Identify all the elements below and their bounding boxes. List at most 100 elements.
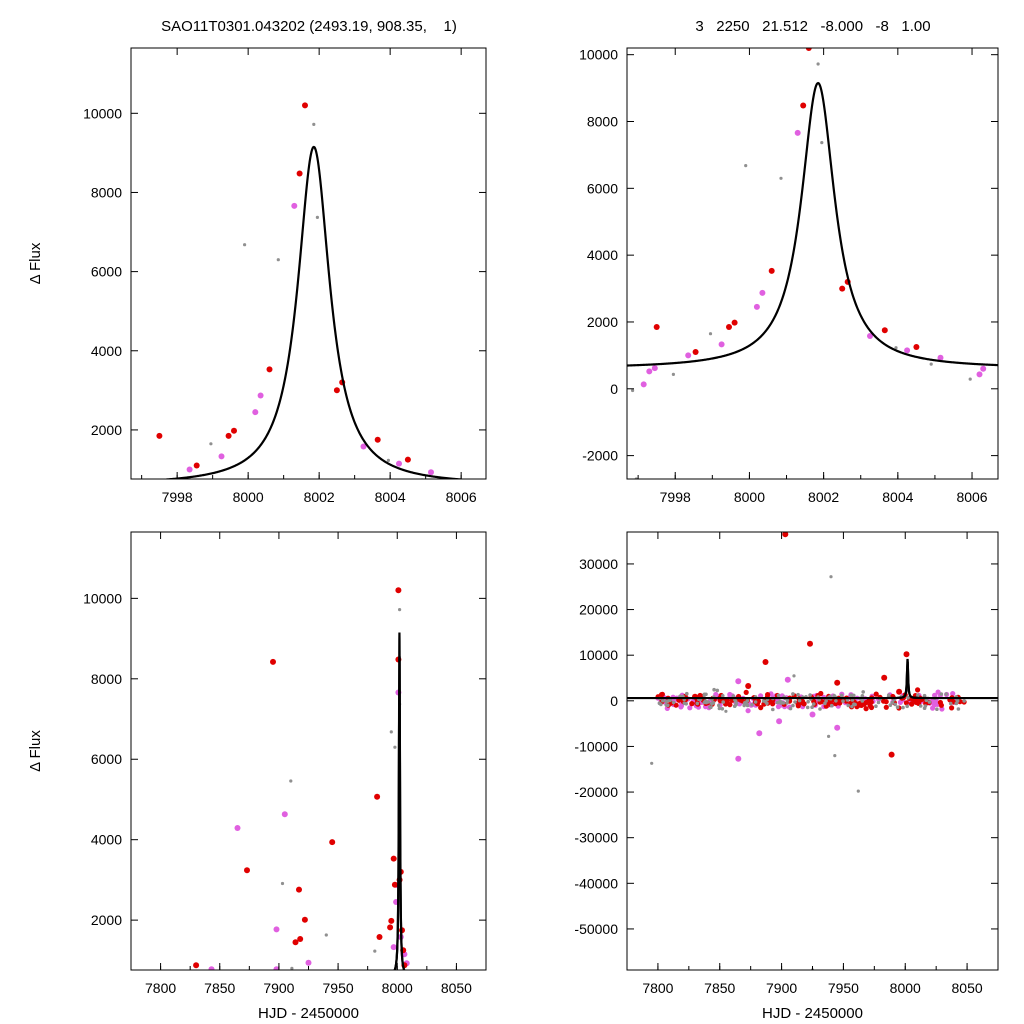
x-tick-label: 8004	[882, 489, 913, 505]
y-tick-label: 4000	[587, 247, 618, 263]
data-point-noise	[881, 698, 887, 704]
data-point-magenta	[735, 678, 742, 685]
data-point-magenta	[980, 365, 987, 372]
plot-area	[627, 48, 998, 479]
data-point-noise	[883, 704, 889, 710]
y-tick-label: -40000	[574, 875, 618, 891]
x-tick-label: 7950	[323, 980, 354, 996]
data-point-noise	[775, 704, 782, 710]
data-point-red	[395, 587, 402, 594]
data-point-gray	[373, 949, 377, 953]
data-point-noise	[805, 705, 810, 710]
data-point-noise	[684, 702, 688, 706]
y-tick-label: -50000	[574, 921, 618, 937]
data-point-noise	[923, 704, 928, 708]
y-tick-label: -10000	[574, 738, 618, 754]
data-point-gray	[389, 730, 393, 734]
data-point-noise	[850, 704, 854, 709]
y-tick-label: 8000	[587, 114, 618, 130]
data-point-noise	[765, 701, 769, 706]
data-point-red	[782, 532, 789, 538]
data-point-magenta	[685, 352, 692, 359]
data-point-red	[839, 285, 846, 292]
data-point-red	[800, 102, 807, 109]
model-curve-peak	[897, 658, 918, 699]
panel-bottom-right: 7800 7850 7900 7950 8000 8050 -50000 -40000 -300…	[574, 531, 999, 1022]
data-point-noise	[704, 692, 708, 697]
data-point-red	[333, 387, 340, 394]
data-point-noise	[697, 692, 703, 699]
data-point-magenta	[794, 129, 801, 136]
data-point-gray	[276, 258, 280, 262]
data-point-noise	[671, 700, 676, 705]
data-point-red	[329, 839, 336, 846]
data-point-noise	[771, 707, 775, 712]
data-point-red	[692, 349, 699, 355]
data-point-noise	[785, 698, 790, 703]
data-point-noise	[721, 700, 725, 704]
data-point-noise	[829, 703, 834, 708]
data-point-red	[391, 881, 398, 888]
data-point-noise	[811, 702, 816, 706]
data-point-noise	[695, 701, 700, 706]
data-point-noise	[673, 702, 679, 708]
data-point-noise	[818, 707, 822, 711]
data-point-noise	[753, 700, 758, 704]
data-point-red	[374, 793, 381, 800]
data-point-magenta	[753, 303, 760, 310]
data-point-noise	[732, 704, 737, 708]
data-point-magenta	[646, 368, 653, 375]
data-point-red	[805, 48, 812, 51]
data-point-noise	[795, 703, 801, 709]
x-tick-label: 8000	[734, 489, 765, 505]
data-point-red	[225, 432, 232, 439]
data-point-noise	[808, 693, 812, 697]
data-point-gray	[820, 141, 824, 145]
x-tick-label: 8000	[890, 980, 921, 996]
data-point-gray	[398, 608, 402, 612]
data-point-red	[762, 659, 769, 665]
data-point-noise	[913, 699, 919, 706]
data-point-noise	[664, 703, 668, 707]
plot-area	[193, 587, 410, 970]
x-tick-label: 7900	[766, 980, 797, 996]
y-axis-label: Δ Flux	[27, 730, 44, 772]
y-tick-label: 6000	[91, 751, 122, 767]
data-point-noise	[703, 699, 708, 703]
plot-frame	[130, 47, 487, 480]
data-point-noise	[709, 701, 714, 706]
data-point-magenta	[776, 718, 783, 725]
y-tick-label: 8000	[91, 671, 122, 687]
data-point-noise	[708, 705, 712, 710]
y-tick-label: 4000	[91, 343, 122, 359]
x-tick-label: 7998	[660, 489, 691, 505]
data-point-noise	[868, 699, 874, 705]
data-point-noise	[918, 704, 923, 708]
model-curve-peak	[393, 632, 406, 970]
x-tick-label: 7998	[162, 489, 193, 505]
x-tick-label: 7850	[704, 980, 735, 996]
x-axis-label: HJD - 2450000	[258, 1005, 359, 1022]
data-point-magenta	[186, 466, 193, 473]
data-point-red	[296, 170, 303, 177]
data-point-noise	[796, 692, 800, 697]
y-tick-label: 0	[610, 693, 618, 709]
data-point-noise	[853, 702, 857, 707]
data-point-red	[881, 674, 888, 681]
data-point-noise	[810, 705, 814, 709]
data-point-magenta	[640, 381, 647, 388]
data-point-gray	[708, 332, 713, 336]
data-point-magenta	[396, 460, 402, 467]
data-point-red	[387, 924, 394, 931]
data-point-red	[292, 939, 299, 946]
data-point-noise	[888, 703, 893, 707]
data-point-noise	[861, 690, 865, 694]
x-tick-label: 8050	[952, 980, 983, 996]
data-point-red	[390, 855, 397, 862]
data-point-noise	[915, 687, 921, 693]
data-point-noise	[758, 705, 764, 711]
data-point-noise	[743, 689, 749, 696]
data-point-noise	[874, 704, 878, 708]
right-title: 3 2250 21.512 -8.000 -8 1.00	[695, 18, 930, 35]
y-tick-label: 10000	[579, 647, 618, 663]
